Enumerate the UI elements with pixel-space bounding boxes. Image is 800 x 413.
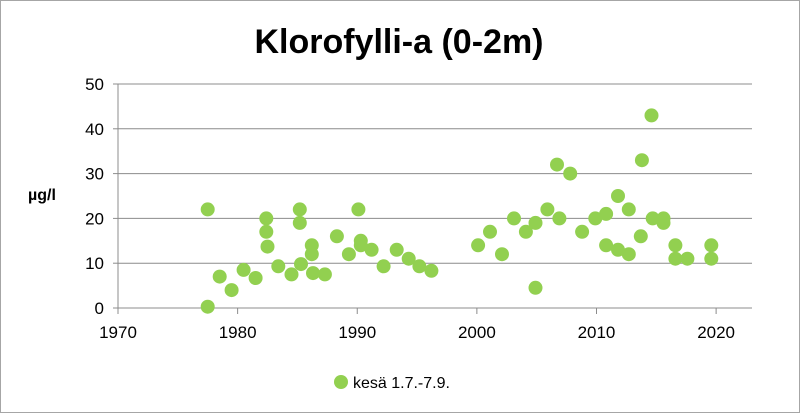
data-point [353, 238, 368, 253]
data-point [621, 247, 636, 262]
data-point [644, 108, 659, 123]
data-point [306, 266, 320, 281]
y-axis-label: µg/l [28, 187, 56, 204]
data-point [599, 206, 614, 221]
x-tick-label: 1990 [338, 323, 376, 342]
data-point [668, 238, 683, 253]
data-point [588, 211, 603, 226]
data-point [507, 211, 521, 226]
data-point [552, 211, 567, 226]
data-point [351, 202, 366, 217]
data-point [200, 202, 215, 217]
y-tick-label: 40 [85, 120, 104, 139]
data-point [364, 242, 379, 257]
x-tick-label: 2020 [697, 323, 735, 342]
data-point [680, 251, 695, 266]
data-point [575, 224, 590, 239]
data-point [329, 229, 344, 244]
data-point [341, 247, 356, 262]
x-tick-label: 2000 [458, 323, 496, 342]
data-point [401, 251, 416, 266]
data-points [200, 108, 719, 314]
y-tick-label: 10 [85, 254, 104, 273]
data-point [483, 224, 497, 239]
data-point [540, 202, 555, 217]
chart-title: Klorofylli-a (0-2m) [254, 23, 543, 61]
data-point [668, 251, 683, 266]
data-point [528, 215, 543, 230]
data-point [271, 259, 286, 274]
data-point [471, 238, 486, 253]
data-point [376, 259, 391, 274]
data-point [200, 299, 215, 314]
data-point [704, 238, 719, 253]
grid-lines [118, 83, 752, 264]
data-point [224, 283, 239, 298]
data-point [528, 280, 543, 295]
data-point [284, 267, 299, 282]
x-tick-labels: 1970 1980 1990 2000 2010 2020 [99, 323, 735, 342]
data-point [656, 215, 671, 230]
data-point [704, 251, 719, 266]
x-tick-label: 1980 [219, 323, 257, 342]
data-point [633, 229, 648, 244]
x-tick-label: 2010 [578, 323, 616, 342]
y-tick-label: 50 [85, 75, 104, 94]
y-tick-label: 30 [85, 165, 104, 184]
data-point [317, 267, 332, 282]
data-point [550, 157, 564, 172]
legend: kesä 1.7.-7.9. [334, 375, 450, 392]
data-point [212, 269, 227, 284]
data-point [611, 242, 625, 257]
data-point [304, 247, 319, 262]
data-point [599, 238, 614, 253]
data-point [294, 257, 308, 272]
data-point [621, 202, 636, 217]
y-tick-labels: 0 10 20 30 40 50 [85, 75, 104, 318]
y-tick-label: 0 [95, 299, 104, 318]
data-point [236, 262, 251, 277]
data-point [259, 224, 274, 239]
legend-label: kesä 1.7.-7.9. [353, 375, 450, 392]
y-tick-label: 20 [85, 209, 104, 228]
axes [113, 83, 752, 314]
data-point [495, 247, 509, 262]
data-point [424, 263, 439, 278]
data-point [645, 211, 660, 226]
data-point [389, 242, 404, 257]
data-point [611, 189, 625, 203]
data-point [634, 153, 649, 168]
data-point [260, 239, 275, 254]
data-point [563, 166, 578, 181]
data-point [292, 202, 307, 217]
data-point [248, 271, 263, 285]
legend-marker [334, 375, 348, 389]
data-point [412, 259, 427, 274]
data-point [292, 215, 307, 230]
data-point [259, 211, 274, 226]
data-point [518, 224, 533, 239]
x-tick-label: 1970 [99, 323, 137, 342]
